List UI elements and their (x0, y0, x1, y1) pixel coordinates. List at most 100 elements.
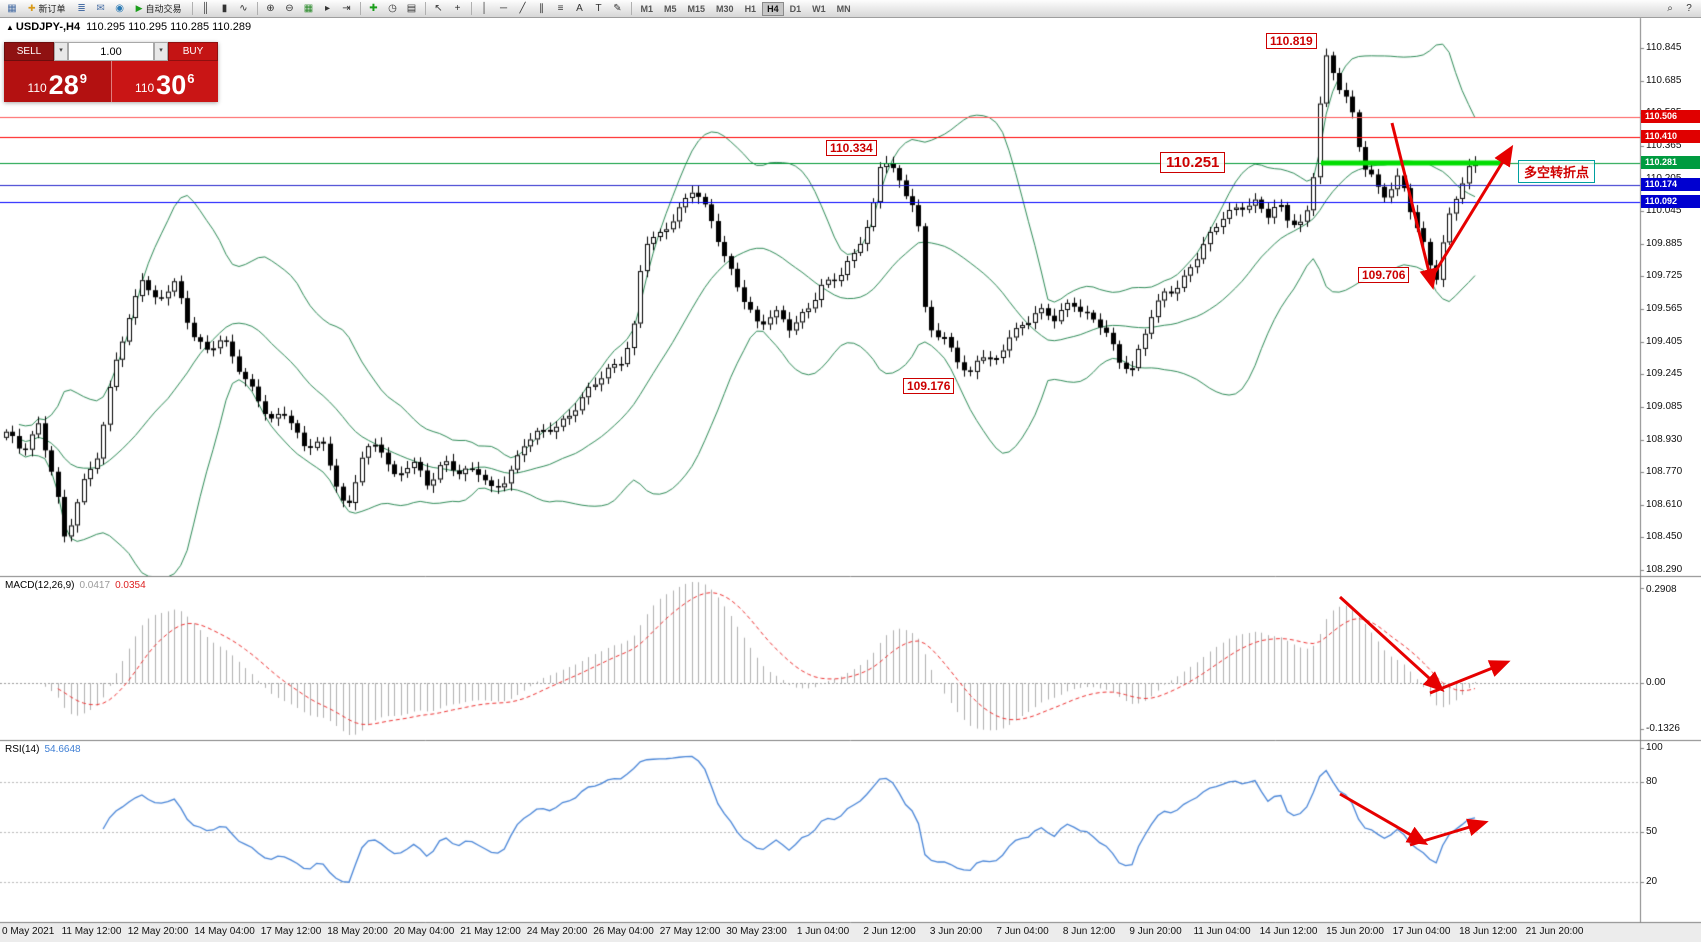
macd-title: MACD(12,26,9) 0.0417 0.0354 (5, 580, 151, 591)
timeframe-w1[interactable]: W1 (807, 2, 831, 16)
one-click-trading-panel: SELL ▾ ▾ BUY 110 28 9 110 30 6 (4, 42, 218, 102)
buy-price-sup: 6 (187, 71, 195, 86)
timeframe-m5[interactable]: M5 (659, 2, 682, 16)
charts-grid-icon[interactable]: ▦ (3, 1, 21, 16)
time-axis-label[interactable]: 26 May 04:00 (593, 926, 654, 937)
mail-icon[interactable]: ✉ (92, 1, 110, 16)
time-axis-label[interactable]: 21 Jun 20:00 (1525, 926, 1584, 937)
new-order-button[interactable]: ✚ 新订单 (22, 1, 72, 16)
time-axis-label[interactable]: 11 Jun 04:00 (1193, 926, 1251, 937)
trendline-icon[interactable]: ╱ (514, 1, 532, 16)
price-scale-label: 110.365 (1646, 140, 1682, 151)
autotrading-button-icon: ▶ (135, 3, 143, 13)
search-icon[interactable]: ⌕ (1661, 1, 1679, 16)
sell-price[interactable]: 110 28 9 (4, 61, 111, 102)
tile-windows-icon[interactable]: ▦ (300, 1, 318, 16)
timeframe-h4[interactable]: H4 (762, 1, 784, 16)
buy-button[interactable]: BUY (168, 42, 218, 61)
annotation-low-109176: 109.176 (903, 378, 955, 394)
line-chart-icon[interactable]: ∿ (235, 1, 253, 16)
timeframe-mn[interactable]: MN (832, 2, 856, 16)
time-axis-label[interactable]: 12 May 20:00 (127, 926, 189, 937)
text-label-icon[interactable]: T (590, 1, 608, 16)
time-axis-label[interactable]: 3 Jun 20:00 (929, 926, 983, 937)
ohlc-values: 110.295 110.295 110.285 110.289 (86, 21, 252, 33)
timeframe-m15[interactable]: M15 (683, 2, 711, 16)
text-icon[interactable]: A (571, 1, 589, 16)
time-axis-label[interactable]: 20 May 04:00 (393, 926, 455, 937)
vertical-line-icon[interactable]: │ (476, 1, 494, 16)
time-axis-label[interactable]: 15 Jun 20:00 (1326, 926, 1384, 937)
price-tag-110.410: 110.410 (1641, 130, 1700, 143)
time-axis-label[interactable]: 27 May 12:00 (659, 926, 721, 937)
symbol-name: USDJPY-,H4 (15, 21, 81, 33)
toolbar-separator (630, 2, 632, 15)
price-scale-label: 108.930 (1646, 434, 1683, 445)
candlestick-chart-icon[interactable]: ▮ (216, 1, 234, 16)
toolbar-separator (424, 2, 426, 15)
help-icon[interactable]: ? (1680, 1, 1698, 16)
price-scale-label: 109.085 (1646, 401, 1683, 412)
rsi-scale-label: 100 (1646, 742, 1663, 753)
toolbar-separator (191, 2, 193, 15)
timeframe-h1[interactable]: H1 (740, 2, 762, 16)
autotrading-button[interactable]: ▶ 自动交易 (130, 1, 188, 16)
volume-input[interactable] (68, 42, 154, 61)
time-axis-label[interactable]: 11 May 12:00 (61, 926, 122, 937)
time-axis-label[interactable]: 0 May 2021 (2, 926, 55, 937)
buy-price[interactable]: 110 30 6 (110, 61, 218, 102)
sell-dropdown-icon[interactable]: ▾ (54, 42, 68, 61)
bar-chart-icon[interactable]: ║ (197, 1, 215, 16)
rsi-scale-label: 50 (1646, 826, 1658, 837)
time-axis-label[interactable]: 2 Jun 12:00 (863, 926, 916, 937)
zoom-in-icon[interactable]: ⊕ (262, 1, 280, 16)
periods-icon[interactable]: ◷ (384, 1, 402, 16)
price-scale-label: 110.685 (1646, 75, 1682, 86)
annotation-high-110819: 110.819 (1266, 33, 1317, 49)
time-axis-label[interactable]: 9 Jun 20:00 (1129, 926, 1182, 937)
horizontal-line-icon[interactable]: ─ (495, 1, 513, 16)
arrows-tool-icon[interactable]: ✎ (609, 1, 627, 16)
sell-price-sup: 9 (79, 71, 87, 86)
zoom-out-icon[interactable]: ⊖ (281, 1, 299, 16)
time-axis-label[interactable]: 8 Jun 12:00 (1062, 926, 1116, 937)
time-axis-label[interactable]: 18 May 20:00 (327, 926, 388, 937)
community-icon[interactable]: ◉ (111, 1, 129, 16)
price-scale-label: 110.845 (1646, 42, 1682, 53)
price-scale-label: 109.725 (1646, 270, 1683, 281)
rsi-label: RSI(14) (5, 744, 40, 755)
sell-button[interactable]: SELL (4, 42, 54, 61)
price-scale-label: 109.405 (1646, 336, 1683, 347)
time-axis-label[interactable]: 1 Jun 04:00 (796, 926, 850, 937)
time-axis-label[interactable]: 7 Jun 04:00 (996, 926, 1049, 937)
templates-icon[interactable]: ▤ (403, 1, 421, 16)
new-order-button-label: 新订单 (38, 4, 66, 14)
time-axis-label[interactable]: 14 May 04:00 (194, 926, 255, 937)
cursor-icon[interactable]: ↖ (430, 1, 448, 16)
fibonacci-icon[interactable]: ≡ (552, 1, 570, 16)
depth-of-market-icon[interactable]: ≣ (73, 1, 91, 16)
time-axis-label[interactable]: 14 Jun 12:00 (1259, 926, 1318, 937)
timeframe-d1[interactable]: D1 (785, 2, 807, 16)
macd-scale-label: 0.00 (1646, 677, 1666, 688)
timeframe-m30[interactable]: M30 (711, 2, 739, 16)
time-axis-label[interactable]: 24 May 20:00 (526, 926, 588, 937)
time-axis-label[interactable]: 17 Jun 04:00 (1392, 926, 1451, 937)
auto-scroll-icon[interactable]: ▸ (319, 1, 337, 16)
time-axis-label[interactable]: 30 May 23:00 (726, 926, 787, 937)
time-axis-label[interactable]: 18 Jun 12:00 (1459, 926, 1517, 937)
rsi-value: 54.6648 (44, 744, 81, 755)
volume-dropdown-icon[interactable]: ▾ (154, 42, 168, 61)
indicators-icon[interactable]: ✚ (365, 1, 383, 16)
time-axis-label[interactable]: 17 May 12:00 (260, 926, 322, 937)
crosshair-icon[interactable]: + (449, 1, 467, 16)
time-axis-label[interactable]: 21 May 12:00 (460, 926, 521, 937)
chart-shift-icon[interactable]: ⇥ (338, 1, 356, 16)
symbol-header: ▲ USDJPY-,H4 110.295 110.295 110.285 110.2… (6, 21, 251, 33)
timeframe-m1[interactable]: M1 (636, 2, 659, 16)
annotation-level-110251: 110.251 (1160, 152, 1226, 173)
equidistant-channel-icon[interactable]: ∥ (533, 1, 551, 16)
trade-controls-row: SELL ▾ ▾ BUY (4, 42, 218, 61)
sell-price-prefix: 110 (27, 81, 47, 95)
